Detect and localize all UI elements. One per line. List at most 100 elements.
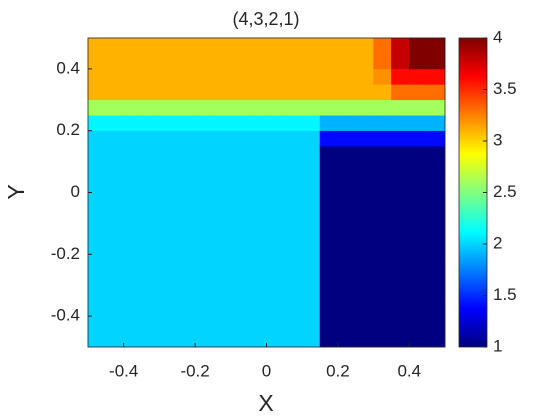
heatmap-cell — [391, 207, 410, 224]
heatmap-cell — [373, 254, 392, 271]
heatmap-cell — [391, 176, 410, 193]
heatmap-cell — [319, 84, 339, 101]
heatmap-cell — [355, 238, 374, 255]
heatmap-cell — [266, 207, 285, 224]
heatmap-cell — [301, 254, 321, 271]
heatmap-cell — [159, 238, 178, 255]
x-axis-label: X — [258, 390, 273, 416]
heatmap-cell — [141, 223, 160, 240]
heatmap-cell — [266, 176, 285, 193]
y-tick-label: -0.4 — [51, 306, 80, 325]
heatmap-cell — [319, 145, 339, 162]
heatmap-cell — [87, 238, 107, 255]
heatmap-cell — [319, 269, 339, 286]
heatmap-cell — [373, 223, 392, 240]
heatmap-cell — [266, 37, 285, 54]
heatmap-cell — [212, 176, 232, 193]
heatmap-cell — [159, 284, 178, 301]
heatmap-cell — [266, 68, 285, 85]
heatmap-cell — [123, 68, 142, 85]
heatmap-cell — [355, 53, 374, 70]
heatmap-cell — [426, 238, 446, 255]
heatmap-cell — [230, 284, 249, 301]
heatmap-cell — [141, 68, 160, 85]
heatmap-cell — [409, 84, 428, 101]
heatmap-cell — [123, 145, 142, 162]
heatmap-cell — [194, 284, 214, 301]
heatmap-cell — [141, 284, 160, 301]
heatmap-cell — [212, 84, 232, 101]
heatmap-cell — [105, 99, 124, 116]
heatmap-cell — [141, 207, 160, 224]
heatmap-cell — [159, 331, 178, 348]
heatmap-cell — [319, 114, 339, 131]
heatmap-cell — [230, 130, 249, 147]
heatmap-cell — [409, 53, 428, 70]
heatmap-cell — [159, 37, 178, 54]
heatmap-cell — [212, 315, 232, 332]
heatmap-cell — [105, 300, 124, 317]
heatmap-cell — [266, 161, 285, 178]
heatmap-cell — [355, 284, 374, 301]
colorbar-tick-label: 3 — [493, 130, 502, 149]
heatmap-cell — [230, 99, 249, 116]
heatmap-cell — [123, 53, 142, 70]
heatmap-cell — [266, 269, 285, 286]
heatmap-cell — [230, 68, 249, 85]
heatmap-cell — [391, 223, 410, 240]
heatmap-cell — [284, 315, 303, 332]
heatmap-cell — [337, 207, 357, 224]
heatmap-cell — [159, 315, 178, 332]
heatmap-cell — [123, 207, 142, 224]
heatmap-cell — [373, 130, 392, 147]
heatmap-cell — [337, 300, 357, 317]
heatmap-cell — [212, 254, 232, 271]
heatmap-cell — [105, 192, 124, 209]
heatmap-cell — [409, 207, 428, 224]
heatmap-cell — [355, 37, 374, 54]
heatmap-cell — [409, 161, 428, 178]
heatmap-cell — [337, 254, 357, 271]
heatmap-cell — [248, 238, 267, 255]
heatmap-cell — [409, 300, 428, 317]
heatmap-cell — [355, 99, 374, 116]
heatmap-cell — [212, 145, 232, 162]
heatmap-cell — [337, 84, 357, 101]
heatmap-cell — [248, 99, 267, 116]
heatmap-cell — [301, 114, 321, 131]
heatmap-cell — [337, 238, 357, 255]
heatmap-cell — [105, 269, 124, 286]
heatmap-cell — [230, 315, 249, 332]
heatmap-cell — [301, 84, 321, 101]
heatmap-cell — [176, 53, 196, 70]
heatmap-cell — [141, 37, 160, 54]
heatmap-cell — [105, 114, 124, 131]
heatmap-cell — [337, 315, 357, 332]
heatmap-cell — [194, 37, 214, 54]
heatmap-cell — [159, 114, 178, 131]
heatmap-cell — [87, 68, 107, 85]
heatmap-cell — [337, 68, 357, 85]
heatmap-cell — [159, 53, 178, 70]
heatmap-cell — [391, 254, 410, 271]
x-tick-label: 0.2 — [326, 361, 350, 380]
heatmap-cell — [337, 161, 357, 178]
heatmap-cell — [284, 68, 303, 85]
chart-title: (4,3,2,1) — [232, 9, 299, 29]
heatmap-cell — [337, 331, 357, 348]
heatmap-cell — [123, 161, 142, 178]
heatmap-cell — [194, 192, 214, 209]
heatmap-cell — [87, 254, 107, 271]
heatmap-cell — [176, 99, 196, 116]
heatmap-cell — [301, 315, 321, 332]
heatmap-cell — [248, 223, 267, 240]
heatmap-cell — [105, 53, 124, 70]
heatmap-cell — [194, 145, 214, 162]
heatmap-cell — [141, 84, 160, 101]
heatmap-cell — [355, 300, 374, 317]
heatmap-cell — [355, 315, 374, 332]
heatmap-cell — [194, 300, 214, 317]
heatmap-cell — [391, 300, 410, 317]
heatmap-cell — [355, 269, 374, 286]
